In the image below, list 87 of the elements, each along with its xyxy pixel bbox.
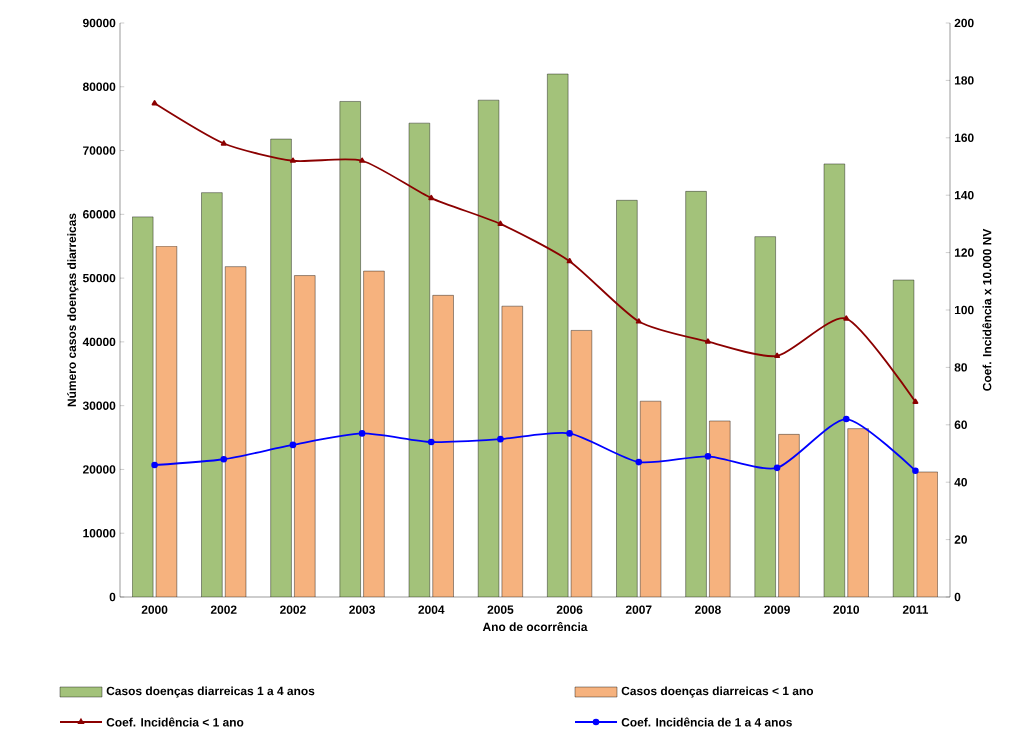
x-axis-title: Ano de ocorrência <box>482 622 588 632</box>
y2-tick-label: 140 <box>954 190 974 200</box>
y-tick-label: 30000 <box>82 401 116 410</box>
point <box>773 464 781 472</box>
bar <box>685 191 707 597</box>
y-tick-label: 80000 <box>82 82 116 91</box>
y2-tick-label: 120 <box>954 248 974 257</box>
y2-tick-label: 80 <box>954 363 967 372</box>
bar <box>270 139 292 597</box>
point <box>704 453 712 460</box>
x-tick-label: 2010 <box>833 605 860 614</box>
point <box>635 318 642 324</box>
legend-label: Casos doenças diarreicas 1 a 4 anos <box>106 686 315 698</box>
point <box>912 467 919 475</box>
y2-tick-label: 180 <box>954 76 974 85</box>
bar <box>132 216 154 597</box>
x-tick-label: 2006 <box>556 605 583 614</box>
y2-axis-title: Coef. Incidência x 10.000 NV <box>982 228 992 391</box>
legend-label: Coef. Incidência < 1 ano <box>106 717 244 727</box>
y-tick-label: 10000 <box>83 528 116 538</box>
x-tick-label: 2002 <box>280 605 306 614</box>
bar <box>156 246 177 597</box>
point <box>358 430 366 437</box>
bar <box>294 275 316 597</box>
point <box>427 438 435 446</box>
point <box>843 315 850 321</box>
y-tick-label: 0 <box>109 592 116 602</box>
legend-label: Casos doenças diarreicas < 1 ano <box>621 686 814 698</box>
point <box>151 100 158 106</box>
point <box>704 338 711 344</box>
point <box>220 140 227 146</box>
point <box>497 220 504 226</box>
bar <box>916 471 938 597</box>
bar <box>409 123 430 597</box>
bar <box>201 192 223 597</box>
y-tick-label: 60000 <box>83 210 116 219</box>
point <box>428 194 435 201</box>
point <box>289 441 297 449</box>
point <box>497 435 504 443</box>
bar <box>339 101 361 597</box>
y2-tick-label: 200 <box>954 18 974 28</box>
y-tick-label: 20000 <box>82 465 116 474</box>
x-tick-label: 2008 <box>695 605 721 614</box>
bar <box>640 401 661 597</box>
point <box>774 352 781 359</box>
x-tick-label: 2007 <box>625 605 652 614</box>
y2-tick-label: 0 <box>954 592 961 602</box>
bar <box>501 306 523 597</box>
y2-tick-label: 60 <box>954 420 967 430</box>
y-tick-label: 40000 <box>82 337 116 347</box>
x-tick-label: 2003 <box>349 605 375 614</box>
bar <box>571 330 592 597</box>
bar <box>363 271 385 597</box>
legend-label: Coef. Incidência de 1 a 4 anos <box>621 717 792 727</box>
y-tick-label: 70000 <box>83 146 116 155</box>
y2-tick-label: 40 <box>954 477 967 487</box>
y2-tick-label: 160 <box>954 133 974 143</box>
point <box>151 461 158 469</box>
point <box>359 157 366 163</box>
bar <box>547 74 569 597</box>
bar <box>478 100 499 597</box>
y2-tick-label: 20 <box>954 535 967 544</box>
y-tick-label: 90000 <box>82 18 116 28</box>
bar <box>824 163 845 597</box>
bar <box>847 428 869 597</box>
point <box>842 415 850 423</box>
x-tick-label: 2005 <box>487 605 514 614</box>
bar <box>225 266 246 597</box>
point <box>566 430 573 437</box>
point <box>912 398 919 404</box>
bar <box>778 434 800 597</box>
x-tick-label: 2002 <box>210 605 237 614</box>
bar <box>754 236 776 597</box>
x-tick-label: 2000 <box>141 605 168 614</box>
y2-tick-label: 100 <box>954 305 974 315</box>
bar <box>616 200 638 597</box>
point <box>220 455 228 463</box>
x-tick-label: 2009 <box>764 605 790 614</box>
point <box>566 257 573 264</box>
x-tick-label: 2004 <box>418 605 445 614</box>
bar <box>432 295 454 597</box>
y-tick-label: 50000 <box>82 273 116 283</box>
point <box>635 458 643 466</box>
x-tick-label: 2011 <box>902 605 929 614</box>
y-axis-title: Número casos doenças diarreicas <box>67 213 79 407</box>
bar <box>709 420 731 597</box>
point <box>289 157 296 163</box>
